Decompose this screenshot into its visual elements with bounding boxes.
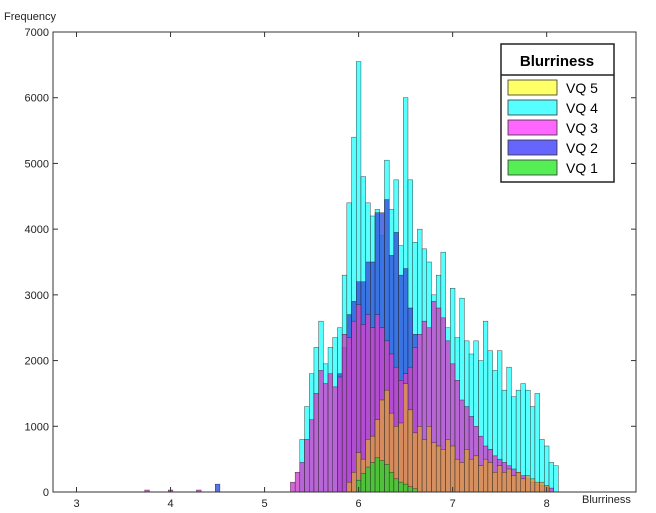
legend-swatch-vq3 xyxy=(507,119,558,136)
bar xyxy=(379,460,385,493)
y-tick-label: 3000 xyxy=(25,290,49,302)
bar xyxy=(435,445,442,493)
bar xyxy=(492,472,498,493)
bar xyxy=(393,478,399,493)
bar xyxy=(398,422,404,493)
x-tick-label: 7 xyxy=(450,498,456,508)
bar xyxy=(299,462,305,493)
bar xyxy=(318,370,324,493)
plot-frame xyxy=(52,31,637,493)
y-tick-label: 7000 xyxy=(25,27,49,39)
bar xyxy=(388,472,395,493)
y-tick-label: 5000 xyxy=(25,158,49,170)
bar xyxy=(445,439,451,493)
bar xyxy=(450,445,456,493)
bar xyxy=(403,383,409,493)
bar xyxy=(511,475,517,493)
bar xyxy=(464,449,470,493)
bar xyxy=(351,472,357,493)
bar xyxy=(534,393,540,493)
bar xyxy=(553,465,559,493)
legend-title: Blurriness xyxy=(520,53,594,70)
bar xyxy=(398,481,404,493)
bar xyxy=(459,462,465,493)
axes-layer: 0 1000 2000 3000 4000 5000 6000 7000 3 4 5 6 7 8 xyxy=(25,27,636,510)
bar xyxy=(215,483,221,493)
y-tick-label: 0 xyxy=(43,487,49,499)
bar xyxy=(403,483,409,493)
legend-swatch-vq5 xyxy=(507,79,558,96)
bar xyxy=(548,487,554,493)
bar xyxy=(501,472,507,493)
bar xyxy=(515,472,522,493)
y-tick-label: 6000 xyxy=(25,93,49,105)
bar xyxy=(426,426,432,493)
legend-label-vq5: VQ 5 xyxy=(566,80,598,96)
bar xyxy=(370,462,376,493)
bar xyxy=(431,442,437,493)
x-tick-label: 6 xyxy=(356,498,362,508)
bar xyxy=(360,473,366,493)
bar xyxy=(468,458,474,493)
bar xyxy=(454,458,460,493)
bar xyxy=(365,466,371,493)
bar xyxy=(346,481,352,493)
bar xyxy=(384,464,390,493)
bar xyxy=(294,472,301,493)
bar xyxy=(337,376,343,493)
bar xyxy=(407,486,413,493)
x-axis-label: Blurriness xyxy=(582,494,631,506)
bar xyxy=(483,458,489,493)
bar xyxy=(313,393,319,493)
bar xyxy=(506,468,512,493)
bar xyxy=(548,462,554,493)
bar xyxy=(539,481,545,493)
x-tick-label: 5 xyxy=(262,498,268,508)
bar xyxy=(290,481,296,493)
bar xyxy=(304,439,310,493)
y-tick-label: 4000 xyxy=(25,224,49,236)
bar xyxy=(323,383,329,493)
bar xyxy=(525,475,531,493)
legend-swatch-vq1 xyxy=(507,159,558,176)
legend-label-vq2: VQ 2 xyxy=(566,140,598,156)
bar xyxy=(544,445,550,493)
bar xyxy=(346,337,352,493)
bar xyxy=(478,465,484,493)
legend: Blurriness VQ 5 VQ 4 VQ 3 VQ 2 VQ 1 xyxy=(500,43,615,183)
bar xyxy=(332,386,338,493)
y-tick-label: 1000 xyxy=(25,421,49,433)
bar xyxy=(530,478,536,493)
bar xyxy=(374,457,380,493)
legend-label-vq4: VQ 4 xyxy=(566,100,598,116)
legend-label-vq1: VQ 1 xyxy=(566,160,598,176)
bar xyxy=(534,481,540,493)
legend-swatch-vq2 xyxy=(507,139,558,156)
x-tick-label: 8 xyxy=(544,498,550,508)
bar xyxy=(520,478,526,493)
bar xyxy=(497,465,503,493)
bar xyxy=(412,432,418,493)
bar xyxy=(407,409,413,493)
bar xyxy=(487,462,493,493)
bar xyxy=(327,373,333,493)
bar xyxy=(473,455,479,493)
y-axis-label: Frequency xyxy=(4,11,56,23)
legend-label-vq3: VQ 3 xyxy=(566,120,598,136)
y-tick-label: 2000 xyxy=(25,356,49,368)
bar xyxy=(351,320,357,493)
x-tick-label: 4 xyxy=(167,498,173,508)
bar xyxy=(421,439,427,493)
bar xyxy=(309,419,315,493)
bar xyxy=(417,426,423,493)
bar xyxy=(341,334,348,493)
bar xyxy=(440,449,446,493)
x-tick-label: 3 xyxy=(73,498,79,508)
legend-swatch-vq4 xyxy=(507,99,558,116)
